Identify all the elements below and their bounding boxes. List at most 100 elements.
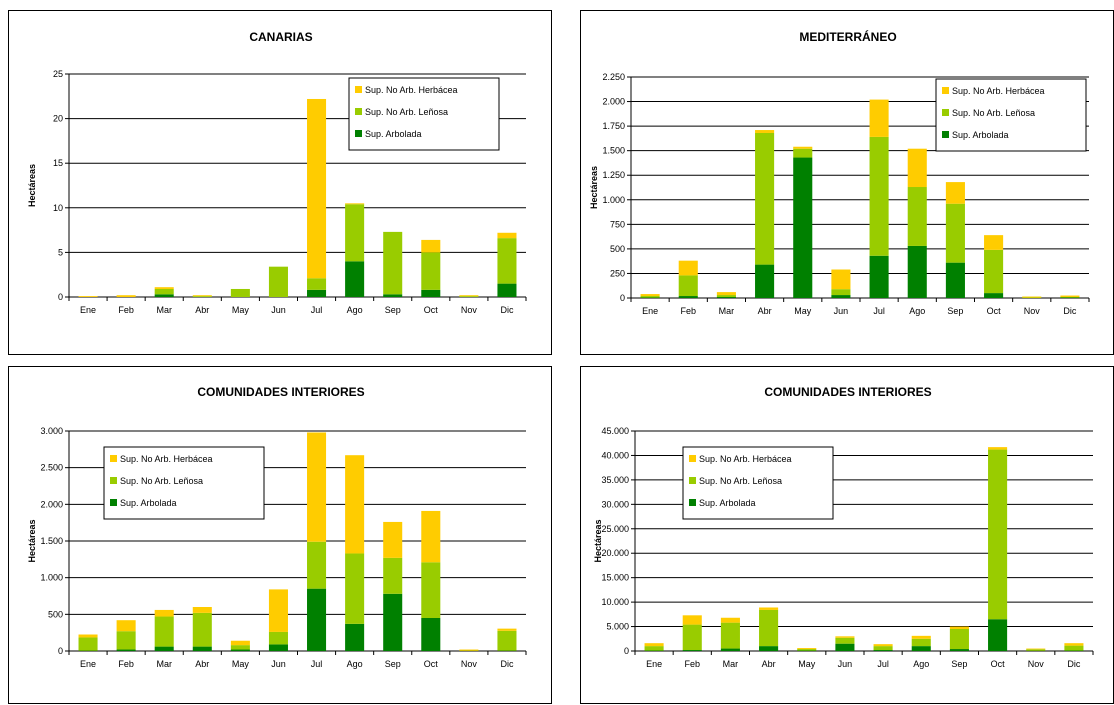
bar-sup-no-arb-herbacea-ene <box>645 643 664 646</box>
bar-sup-arbolada-ago <box>908 246 927 298</box>
bar-sup-no-arb-lenosa-mar <box>717 295 736 297</box>
bar-sup-no-arb-lenosa-mar <box>155 617 174 647</box>
bar-sup-no-arb-lenosa-sep <box>383 232 402 294</box>
x-tick-label: Jul <box>873 306 885 316</box>
x-tick-label: Abr <box>758 306 772 316</box>
bar-sup-no-arb-herbacea-may <box>231 641 250 645</box>
y-axis-label: Hectáreas <box>27 164 37 207</box>
bar-sup-no-arb-lenosa-jul <box>874 646 893 650</box>
chart-title: MEDITERRÁNEO <box>799 29 896 44</box>
bar-sup-no-arb-herbacea-mar <box>155 287 174 289</box>
bar-sup-no-arb-herbacea-abr <box>193 607 212 613</box>
x-tick-label: Ene <box>80 659 96 669</box>
bar-sup-no-arb-lenosa-nov <box>459 296 478 297</box>
x-tick-label: Ago <box>347 305 363 315</box>
bar-sup-arbolada-mar <box>155 647 174 651</box>
bar-sup-no-arb-herbacea-feb <box>117 295 136 297</box>
y-tick-label: 0 <box>620 293 625 303</box>
y-tick-label: 25.000 <box>601 524 629 534</box>
x-tick-label: Feb <box>118 305 134 315</box>
bar-sup-arbolada-sep <box>950 649 969 651</box>
bar-sup-arbolada-sep <box>383 594 402 651</box>
legend-swatch <box>689 499 696 506</box>
x-tick-label: Jul <box>311 305 323 315</box>
bar-sup-no-arb-herbacea-ene <box>79 296 98 297</box>
bar-sup-no-arb-lenosa-feb <box>683 625 702 650</box>
x-tick-label: Ago <box>909 306 925 316</box>
x-tick-label: Sep <box>947 306 963 316</box>
chart-title: COMUNIDADES INTERIORES <box>764 385 931 399</box>
bar-sup-no-arb-herbacea-jul <box>307 99 326 278</box>
bar-sup-no-arb-herbacea-mar <box>717 292 736 295</box>
legend-swatch <box>355 108 362 115</box>
y-tick-label: 1.000 <box>40 573 63 583</box>
x-tick-label: May <box>232 659 250 669</box>
bar-sup-no-arb-lenosa-jun <box>269 267 288 297</box>
bar-sup-no-arb-herbacea-nov <box>459 650 478 651</box>
y-tick-label: 0 <box>624 646 629 656</box>
y-tick-label: 15.000 <box>601 573 629 583</box>
bar-sup-arbolada-may <box>231 650 250 651</box>
bar-sup-arbolada-feb <box>679 296 698 298</box>
x-tick-label: Nov <box>461 659 478 669</box>
y-axis-label: Hectáreas <box>593 519 603 562</box>
bar-sup-no-arb-lenosa-ago <box>912 639 931 646</box>
x-tick-label: Ago <box>347 659 363 669</box>
bar-sup-arbolada-feb <box>683 650 702 651</box>
bar-sup-no-arb-herbacea-jul <box>870 100 889 137</box>
x-tick-label: Ene <box>646 659 662 669</box>
bar-sup-arbolada-jul <box>870 256 889 298</box>
bar-sup-no-arb-lenosa-ago <box>345 553 364 623</box>
legend-label: Sup. No Arb. Leñosa <box>699 476 782 486</box>
y-tick-label: 0 <box>58 646 63 656</box>
y-tick-label: 35.000 <box>601 475 629 485</box>
bar-sup-no-arb-herbacea-abr <box>755 130 774 133</box>
bar-sup-no-arb-lenosa-abr <box>755 133 774 265</box>
bar-sup-arbolada-oct <box>984 293 1003 298</box>
bar-sup-no-arb-herbacea-ago <box>908 149 927 187</box>
x-tick-label: Nov <box>1024 306 1041 316</box>
bar-sup-no-arb-herbacea-dic <box>1060 296 1079 297</box>
bar-sup-no-arb-lenosa-dic <box>497 631 516 651</box>
bar-sup-no-arb-lenosa-ene <box>79 637 98 650</box>
bar-sup-no-arb-lenosa-sep <box>383 558 402 594</box>
bar-sup-no-arb-herbacea-ago <box>345 455 364 553</box>
x-tick-label: Nov <box>1028 659 1045 669</box>
legend-label: Sup. No Arb. Leñosa <box>120 476 203 486</box>
bar-sup-no-arb-herbacea-abr <box>193 295 212 296</box>
bar-sup-no-arb-lenosa-sep <box>950 629 969 649</box>
bar-sup-arbolada-mar <box>717 297 736 298</box>
bar-sup-no-arb-herbacea-ago <box>345 203 364 204</box>
x-tick-label: Feb <box>684 659 700 669</box>
y-tick-label: 30.000 <box>601 499 629 509</box>
x-tick-label: Mar <box>156 305 172 315</box>
bar-sup-no-arb-herbacea-jul <box>874 644 893 646</box>
bar-sup-no-arb-lenosa-ene <box>641 296 660 297</box>
y-tick-label: 10.000 <box>601 597 629 607</box>
bar-sup-no-arb-lenosa-ago <box>908 187 927 246</box>
bar-sup-no-arb-lenosa-jun <box>831 289 850 295</box>
x-tick-label: Jun <box>271 305 286 315</box>
bar-sup-arbolada-jul <box>307 589 326 651</box>
legend-label: Sup. Arbolada <box>952 130 1009 140</box>
chart-title: CANARIAS <box>249 30 312 44</box>
bar-sup-no-arb-herbacea-may <box>793 147 812 149</box>
bar-sup-no-arb-herbacea-abr <box>759 607 778 609</box>
bar-sup-no-arb-herbacea-jul <box>307 432 326 541</box>
legend-swatch <box>355 86 362 93</box>
y-tick-label: 25 <box>53 69 63 79</box>
bar-sup-no-arb-herbacea-dic <box>497 233 516 238</box>
bar-sup-no-arb-herbacea-mar <box>155 610 174 617</box>
bar-sup-arbolada-sep <box>946 263 965 298</box>
bar-sup-no-arb-herbacea-sep <box>383 522 402 558</box>
bar-sup-no-arb-herbacea-oct <box>421 240 440 252</box>
bar-sup-no-arb-lenosa-jun <box>269 632 288 644</box>
y-tick-label: 2.500 <box>40 463 63 473</box>
legend-label: Sup. Arbolada <box>120 498 177 508</box>
bar-sup-no-arb-herbacea-ene <box>79 635 98 638</box>
